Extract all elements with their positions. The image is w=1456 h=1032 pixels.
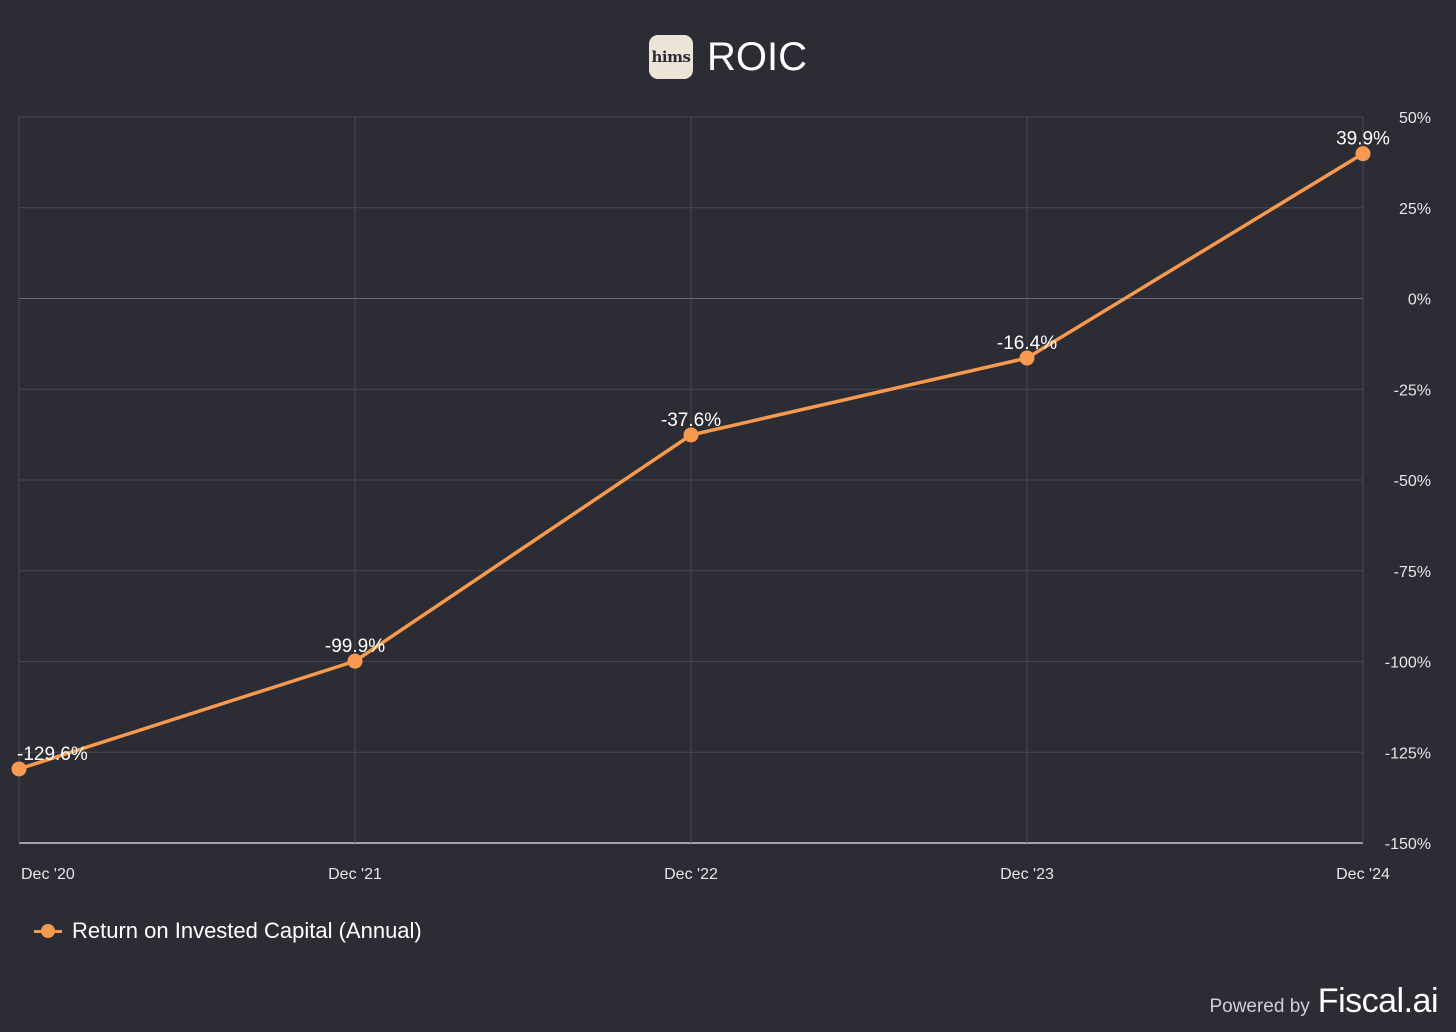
data-label: -99.9% xyxy=(325,636,385,657)
y-tick-label: -150% xyxy=(1385,836,1431,853)
hims-logo: hims xyxy=(649,35,693,79)
fiscal-ai-logo[interactable]: Fiscal.ai xyxy=(1317,982,1439,1020)
x-tick-labels: Dec '20 Dec '21 Dec '22 Dec '23 Dec '24 xyxy=(21,866,1390,883)
x-tick-label: Dec '20 xyxy=(21,866,75,883)
chart-legend[interactable]: Return on Invested Capital (Annual) xyxy=(34,918,422,944)
data-label: -37.6% xyxy=(661,410,721,431)
data-point xyxy=(11,761,27,777)
footer-branding[interactable]: Powered by Fiscal.ai xyxy=(1209,982,1438,1021)
legend-label: Return on Invested Capital (Annual) xyxy=(72,918,422,943)
x-tick-label: Dec '22 xyxy=(664,866,718,883)
legend-swatch xyxy=(34,923,62,939)
data-point xyxy=(1019,350,1035,366)
series-points xyxy=(11,146,1371,777)
data-label: -129.6% xyxy=(17,744,88,765)
y-tick-label: 50% xyxy=(1399,110,1431,127)
y-tick-label: -25% xyxy=(1394,382,1431,399)
y-tick-label: -100% xyxy=(1385,655,1431,672)
y-tick-label: 0% xyxy=(1408,292,1431,309)
y-tick-label: -75% xyxy=(1394,564,1431,581)
chart-header: hims ROIC xyxy=(0,34,1456,80)
chart-title: ROIC xyxy=(707,35,807,79)
y-tick-label: 25% xyxy=(1399,201,1431,218)
data-label: -16.4% xyxy=(997,333,1057,354)
hims-logo-text: hims xyxy=(651,48,691,66)
y-tick-labels: 50% 25% 0% -25% -50% -75% -100% -125% -150% xyxy=(1385,110,1431,853)
grid-layer xyxy=(18,116,1364,844)
x-tick-label: Dec '21 xyxy=(328,866,382,883)
y-tick-label: -125% xyxy=(1385,745,1431,762)
data-point xyxy=(683,427,699,443)
powered-by-text: Powered by xyxy=(1209,996,1310,1017)
data-point xyxy=(347,653,363,669)
data-labels: -129.6% -99.9% -37.6% -16.4% 39.9% xyxy=(17,129,1390,765)
x-tick-label: Dec '24 xyxy=(1336,866,1390,883)
y-tick-label: -50% xyxy=(1394,473,1431,490)
data-point xyxy=(1355,146,1371,162)
data-label: 39.9% xyxy=(1336,129,1390,150)
roic-line-chart: 50% 25% 0% -25% -50% -75% -100% -125% -150% Dec … xyxy=(11,110,1431,883)
x-tick-label: Dec '23 xyxy=(1000,866,1054,883)
